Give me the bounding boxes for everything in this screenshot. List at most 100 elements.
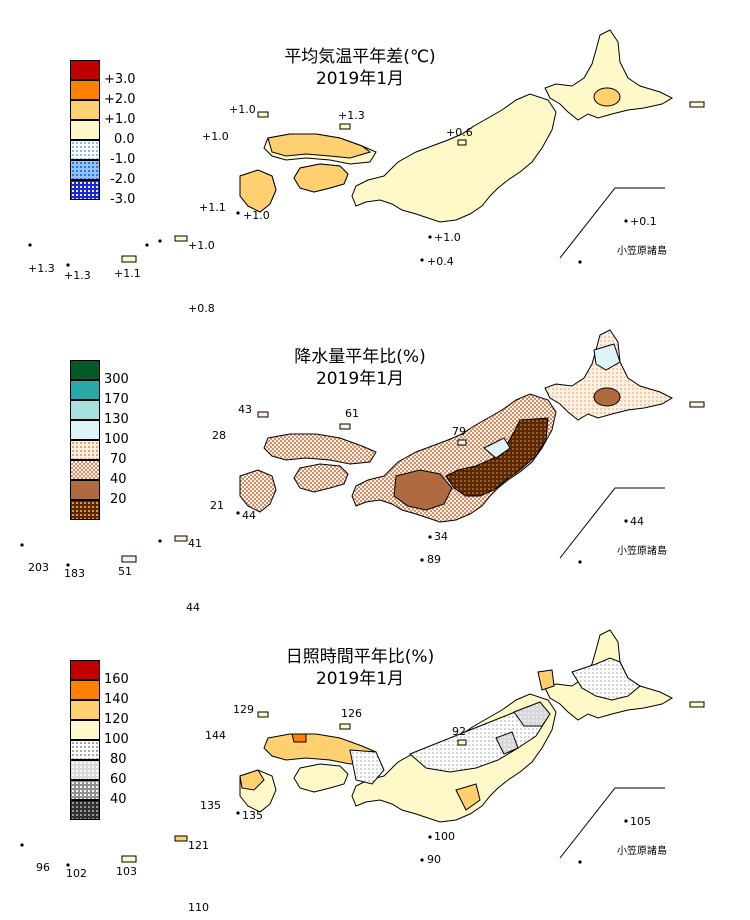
title-line2: 2019年1月: [315, 369, 405, 389]
legend-swatch: [70, 660, 100, 680]
panel-sunshine: 日照時間平年比(%) 2019年1月 160 140 120 100 80 60…: [0, 600, 750, 914]
island-marker: [428, 235, 432, 239]
value-label: 90: [427, 853, 441, 866]
legend-label: -2.0: [110, 172, 136, 187]
sunny-zone: [239, 769, 265, 791]
legend-swatch: [70, 380, 100, 400]
island-marker: [689, 401, 705, 408]
legend-label: 80: [110, 752, 127, 767]
kyushu-region: [239, 469, 277, 513]
legend-label: 170: [104, 392, 129, 407]
legend-swatch: [70, 160, 100, 180]
island-marker: [457, 739, 467, 746]
japan-map: [20, 629, 705, 867]
value-label: 21: [210, 499, 224, 512]
legend-label: +2.0: [104, 92, 136, 107]
value-label: +0.6: [446, 126, 473, 139]
value-label: +1.3: [28, 262, 55, 275]
below-normal-zone: [349, 749, 385, 785]
legend-label: 100: [104, 732, 129, 747]
island-marker: [66, 563, 70, 567]
value-label: 79: [452, 425, 466, 438]
hokkaido-region: [544, 329, 674, 421]
island-marker: [174, 535, 188, 542]
value-label: +1.0: [229, 103, 256, 116]
value-label: +1.0: [434, 231, 461, 244]
legend-swatch: [70, 780, 100, 800]
island-marker: [66, 263, 70, 267]
legend-swatch: [70, 680, 100, 700]
island-marker: [689, 101, 705, 108]
value-label: +1.0: [188, 239, 215, 252]
legend-label: 20: [110, 492, 127, 507]
legend-swatch: [70, 140, 100, 160]
shikoku-region: [293, 463, 349, 493]
shikoku-region: [293, 763, 349, 793]
value-label: 43: [238, 403, 252, 416]
panel-temperature: 平均気温平年差(℃) 2019年1月 +3.0 +2.0 +1.0 0.0 -1…: [0, 0, 750, 315]
below-normal-zone: [571, 657, 641, 701]
island-marker: [236, 211, 240, 215]
value-label: +0.8: [188, 302, 215, 315]
legend-swatch: [70, 700, 100, 720]
island-marker: [158, 539, 162, 543]
island-marker: [236, 511, 240, 515]
ogasawara-label: 小笠原諸島: [617, 546, 667, 557]
island-marker: [339, 723, 351, 730]
very-sunny-zone: [291, 733, 307, 743]
island-marker: [121, 855, 137, 863]
sunny-zone: [537, 669, 555, 691]
value-label: 135: [200, 799, 221, 812]
japan-map: [20, 329, 705, 567]
island-marker: [145, 243, 149, 247]
legend-swatch: [70, 460, 100, 480]
island-marker: [578, 260, 582, 264]
warm-anomaly-zone: [239, 169, 277, 213]
value-label: 103: [116, 865, 137, 878]
ogasawara-inset-frame: [559, 487, 665, 559]
legend-label: +3.0: [104, 72, 136, 87]
island-marker: [624, 819, 628, 823]
value-label: 28: [212, 429, 226, 442]
legend-label: 140: [104, 692, 129, 707]
island-marker: [174, 235, 188, 242]
legend-label: 100: [104, 432, 129, 447]
value-label: +1.1: [114, 267, 141, 280]
panel-title: 降水量平年比(%) 2019年1月: [230, 346, 490, 390]
honshu-region: [351, 93, 557, 223]
low-sunshine-zone: [495, 731, 519, 755]
value-label: +1.0: [202, 130, 229, 143]
island-marker: [174, 835, 188, 842]
island-marker: [121, 555, 137, 563]
island-marker: [339, 123, 351, 130]
legend-swatch: [70, 360, 100, 380]
panel-title: 日照時間平年比(%) 2019年1月: [230, 646, 490, 690]
legend-swatch: [70, 760, 100, 780]
island-marker: [624, 219, 628, 223]
japan-map: [28, 29, 705, 267]
value-label: +1.0: [243, 209, 270, 222]
near-normal-zone: [593, 343, 621, 371]
value-label: 34: [434, 530, 448, 543]
ogasawara-label: 小笠原諸島: [617, 846, 667, 857]
warm-anomaly-zone: [293, 163, 349, 193]
value-label: 126: [341, 707, 362, 720]
value-label: 203: [28, 561, 49, 574]
value-label: 129: [233, 703, 254, 716]
hokkaido-region: [544, 29, 674, 121]
ogasawara-inset-frame: [559, 787, 665, 859]
legend-swatch: [70, 420, 100, 440]
value-label: 89: [427, 553, 441, 566]
title-line1: 降水量平年比(%): [294, 347, 426, 367]
legend-label: 70: [110, 452, 127, 467]
title-line2: 2019年1月: [315, 669, 405, 689]
value-label: 144: [205, 729, 226, 742]
sunny-zone: [455, 783, 481, 811]
value-label: 100: [434, 830, 455, 843]
legend-swatch: [70, 480, 100, 500]
low-sunshine-zone: [513, 701, 551, 727]
panel-precipitation: 降水量平年比(%) 2019年1月 300 170 130 100 70 40 …: [0, 300, 750, 614]
title-line1: 平均気温平年差(℃): [284, 47, 436, 67]
legend-label: 40: [110, 472, 127, 487]
island-marker: [257, 411, 269, 418]
